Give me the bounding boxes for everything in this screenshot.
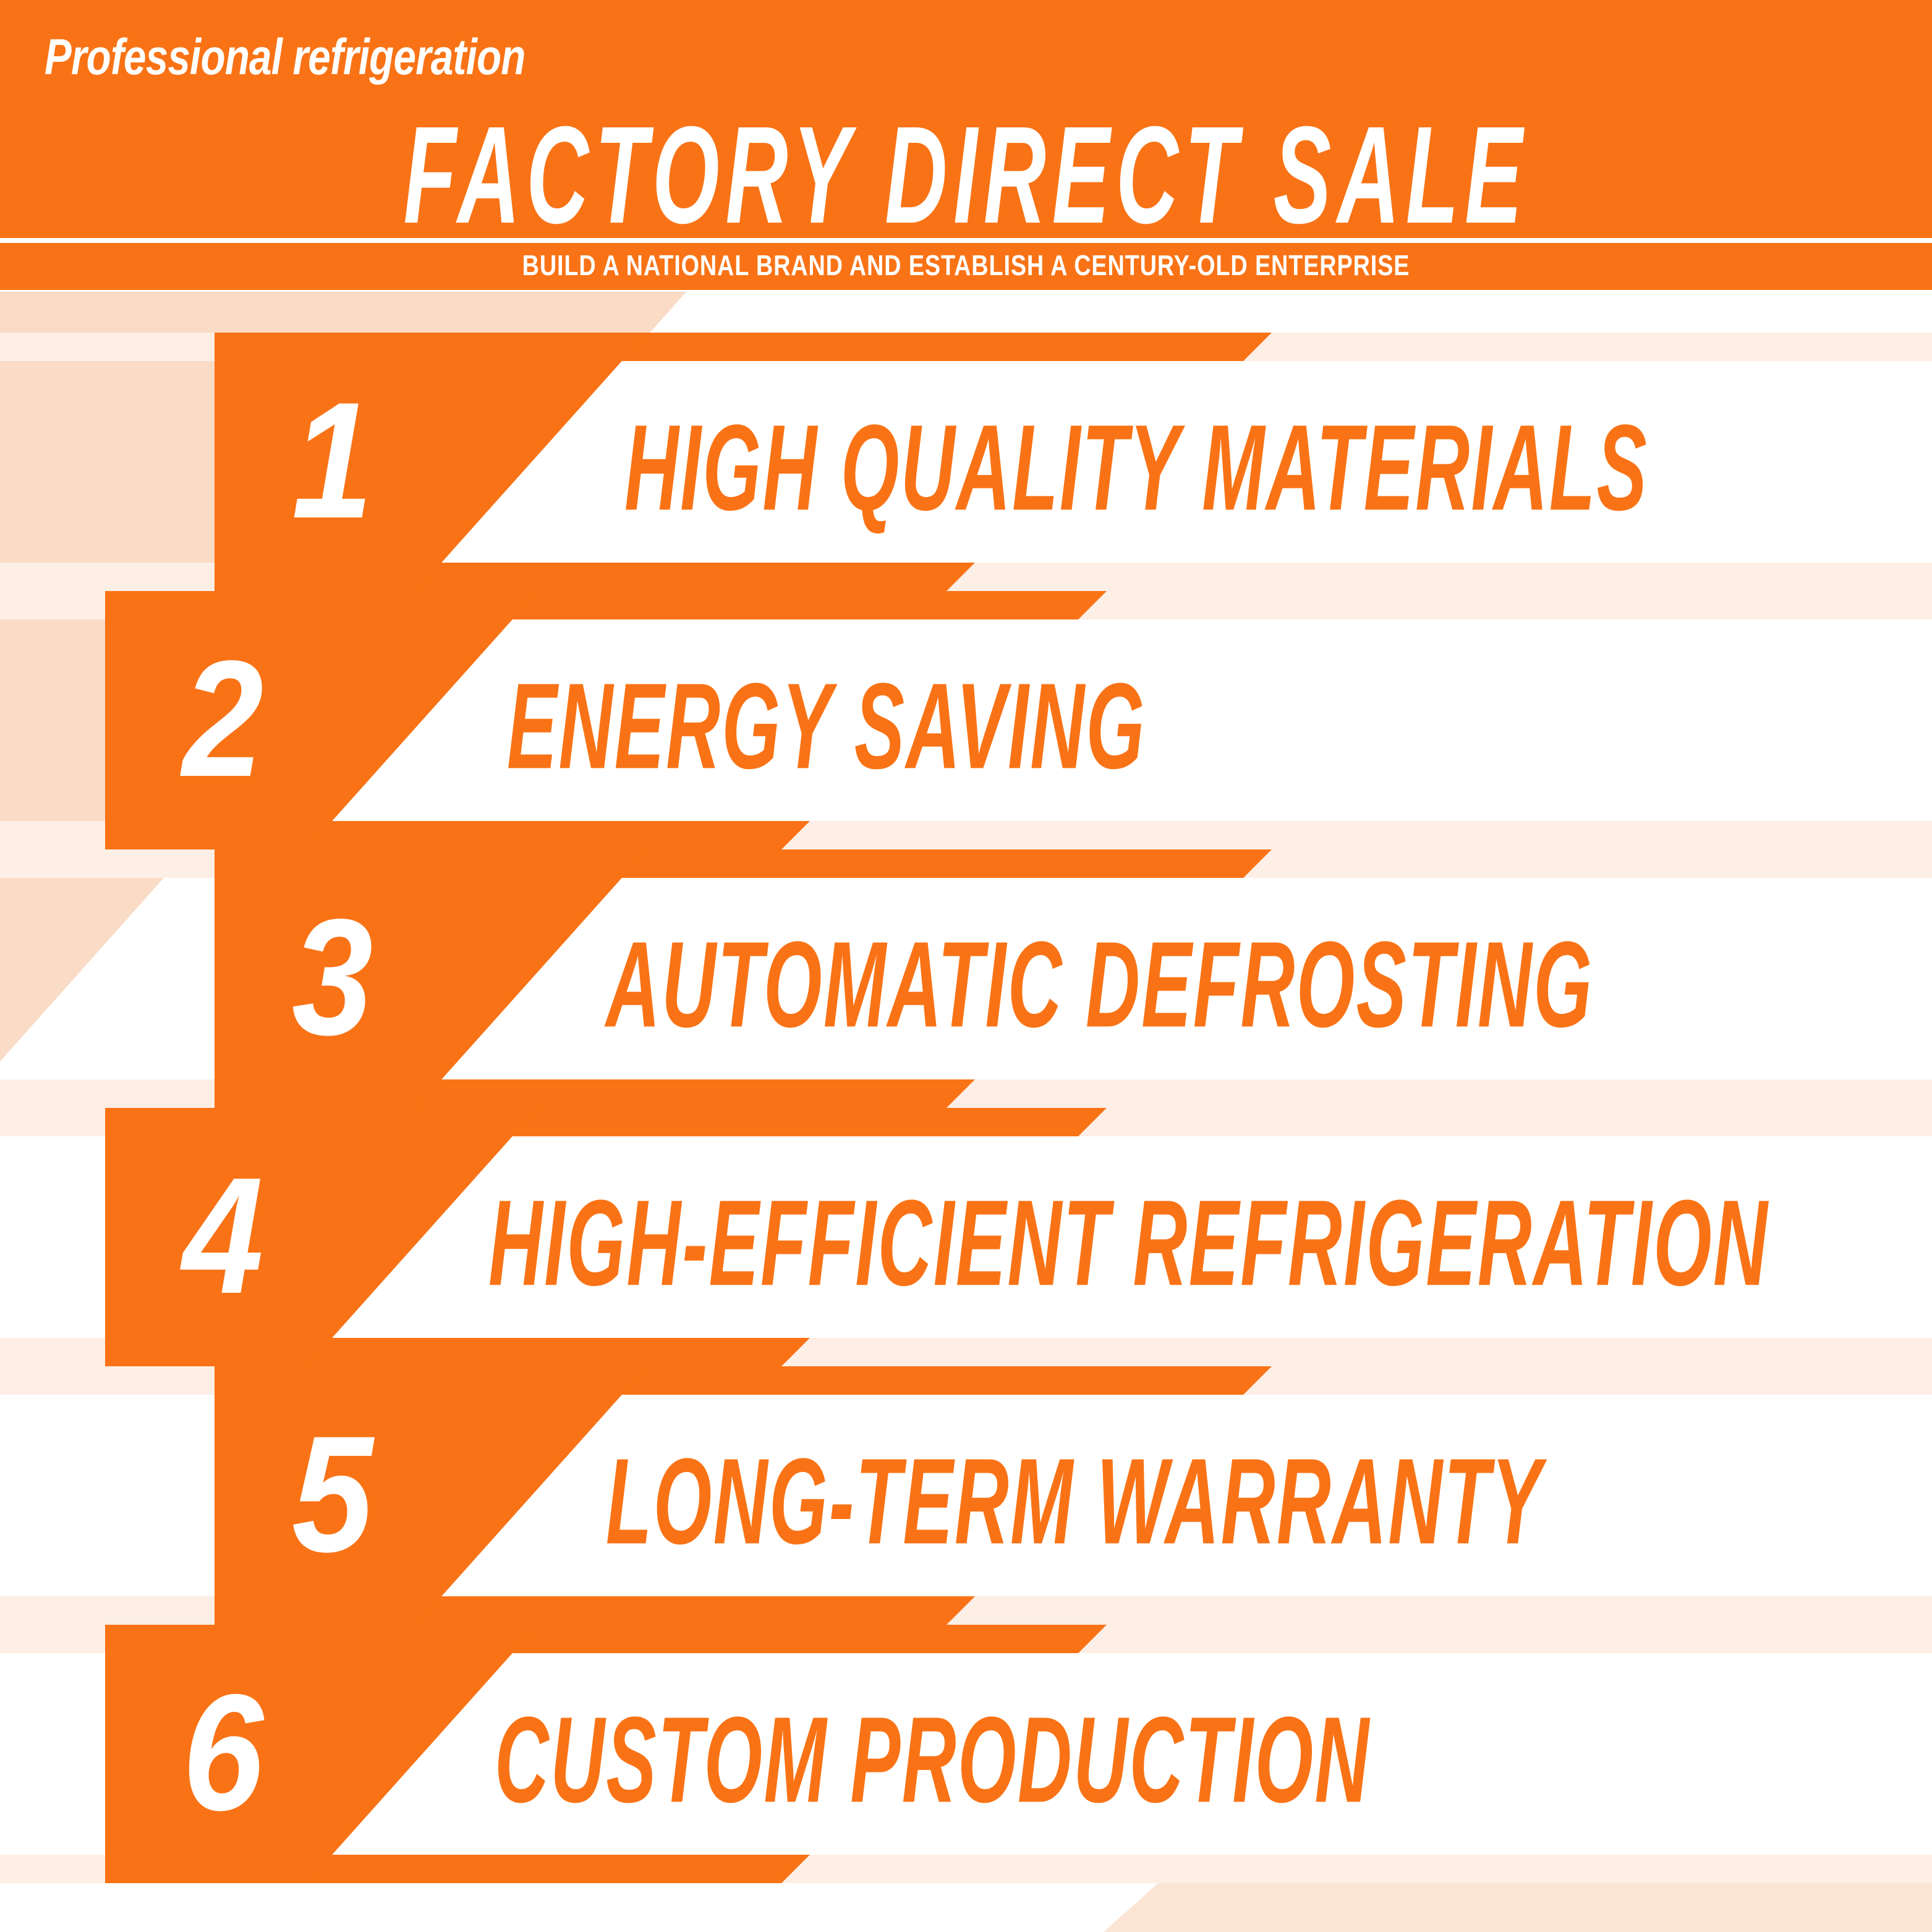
feature-row[interactable]: 5 LONG-TERM WARRANTY <box>0 1366 1932 1625</box>
row-label: AUTOMATIC DEFROSTING <box>606 916 1594 1053</box>
row-label: HIGH QUALITY MATERIALS <box>624 399 1649 537</box>
feature-row[interactable]: 3 AUTOMATIC DEFROSTING <box>0 849 1932 1108</box>
feature-row[interactable]: 2 ENERGY SAVING <box>0 591 1932 849</box>
row-number: 4 <box>182 1143 264 1328</box>
row-number: 6 <box>182 1659 264 1845</box>
header-subtitle: BUILD A NATIONAL BRAND AND ESTABLISH A C… <box>522 249 1410 282</box>
feature-row[interactable]: 6 CUSTOM PRODUCTION <box>0 1625 1932 1883</box>
row-label: ENERGY SAVING <box>507 658 1146 795</box>
row-label: LONG-TERM WARRANTY <box>606 1433 1543 1570</box>
row-label: CUSTOM PRODUCTION <box>495 1692 1371 1829</box>
row-number: 5 <box>292 1401 373 1586</box>
row-label: HIGH-EFFICIENT REFRIGERATION <box>488 1175 1769 1312</box>
row-number: 3 <box>292 884 373 1070</box>
feature-row[interactable]: 1 HIGH QUALITY MATERIALS <box>0 333 1932 591</box>
header-banner: Professional refrigeration FACTORY DIREC… <box>0 0 1932 244</box>
page-title: FACTORY DIRECT SALE <box>403 98 1529 253</box>
feature-row[interactable]: 4 HIGH-EFFICIENT REFRIGERATION <box>0 1108 1932 1366</box>
header-eyebrow: Professional refrigeration <box>45 29 526 85</box>
row-number: 2 <box>182 626 264 811</box>
subtitle-banner: BUILD A NATIONAL BRAND AND ESTABLISH A C… <box>0 243 1932 290</box>
row-number: 1 <box>292 367 373 553</box>
